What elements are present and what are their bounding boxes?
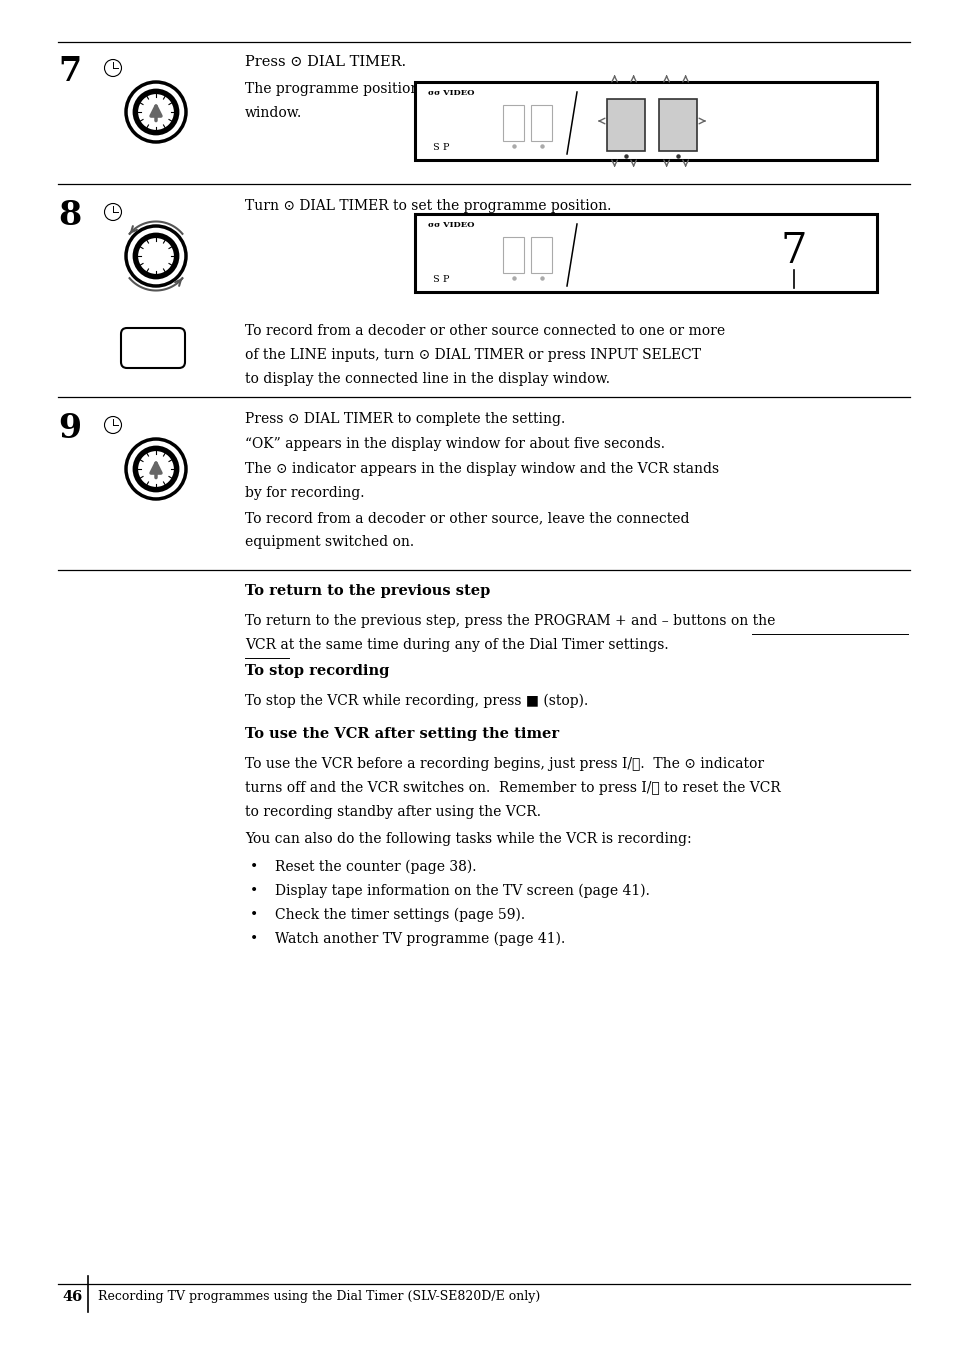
Text: 8: 8 xyxy=(58,199,81,233)
Text: 46: 46 xyxy=(62,1290,82,1303)
Text: turns off and the VCR switches on.  Remember to press I/⏻ to reset the VCR: turns off and the VCR switches on. Remem… xyxy=(245,781,780,795)
Text: Check the timer settings (page 59).: Check the timer settings (page 59). xyxy=(274,909,524,922)
Circle shape xyxy=(132,89,179,135)
Text: Recording TV programmes using the Dial Timer (SLV-SE820D/E only): Recording TV programmes using the Dial T… xyxy=(98,1290,539,1303)
Bar xyxy=(531,104,552,141)
Text: To use the VCR after setting the timer: To use the VCR after setting the timer xyxy=(245,727,558,741)
Text: Turn ⊙ DIAL TIMER to set the programme position.: Turn ⊙ DIAL TIMER to set the programme p… xyxy=(245,199,611,214)
Circle shape xyxy=(137,93,174,131)
Text: 7: 7 xyxy=(58,55,81,88)
Text: To stop the VCR while recording, press ■ (stop).: To stop the VCR while recording, press ■… xyxy=(245,694,588,708)
Text: σσ VIDEO: σσ VIDEO xyxy=(428,89,474,97)
Bar xyxy=(502,237,523,273)
Text: The programme position or LINE input appears in the display: The programme position or LINE input app… xyxy=(245,82,681,96)
Circle shape xyxy=(132,233,179,280)
Text: 7: 7 xyxy=(780,230,806,273)
Circle shape xyxy=(137,450,174,488)
Text: To use the VCR before a recording begins, just press I/⏻.  The ⊙ indicator: To use the VCR before a recording begins… xyxy=(245,757,763,771)
Text: Display tape information on the TV screen (page 41).: Display tape information on the TV scree… xyxy=(274,884,649,898)
Bar xyxy=(415,82,876,160)
Text: The ⊙ indicator appears in the display window and the VCR stands: The ⊙ indicator appears in the display w… xyxy=(245,462,719,476)
Text: to display the connected line in the display window.: to display the connected line in the dis… xyxy=(245,372,609,387)
Text: Watch another TV programme (page 41).: Watch another TV programme (page 41). xyxy=(274,932,565,946)
Text: To record from a decoder or other source connected to one or more: To record from a decoder or other source… xyxy=(245,324,724,338)
Text: window.: window. xyxy=(245,105,302,120)
Bar xyxy=(415,214,876,292)
Text: “OK” appears in the display window for about five seconds.: “OK” appears in the display window for a… xyxy=(245,437,664,452)
FancyBboxPatch shape xyxy=(121,329,185,368)
Text: of the LINE inputs, turn ⊙ DIAL TIMER or press INPUT SELECT: of the LINE inputs, turn ⊙ DIAL TIMER or… xyxy=(245,347,700,362)
Text: 9: 9 xyxy=(58,412,81,445)
Bar xyxy=(531,237,552,273)
Text: •: • xyxy=(250,884,258,898)
Text: S P: S P xyxy=(433,143,449,151)
Text: To return to the previous step: To return to the previous step xyxy=(245,584,490,598)
Text: Press ⊙ DIAL TIMER to complete the setting.: Press ⊙ DIAL TIMER to complete the setti… xyxy=(245,412,565,426)
Text: •: • xyxy=(250,932,258,946)
Text: To return to the previous step, press the PROGRAM + and – buttons on the: To return to the previous step, press th… xyxy=(245,614,775,627)
Text: Press ⊙ DIAL TIMER.: Press ⊙ DIAL TIMER. xyxy=(245,55,406,69)
Text: S P: S P xyxy=(433,274,449,284)
Text: by for recording.: by for recording. xyxy=(245,485,364,500)
Text: equipment switched on.: equipment switched on. xyxy=(245,535,414,549)
Bar xyxy=(659,99,697,150)
Text: σσ VIDEO: σσ VIDEO xyxy=(428,220,474,228)
Circle shape xyxy=(137,238,174,274)
Bar xyxy=(502,104,523,141)
Bar xyxy=(606,99,644,150)
Text: VCR at the same time during any of the Dial Timer settings.: VCR at the same time during any of the D… xyxy=(245,638,668,652)
Circle shape xyxy=(132,446,179,492)
Text: to recording standby after using the VCR.: to recording standby after using the VCR… xyxy=(245,804,540,819)
Text: Reset the counter (page 38).: Reset the counter (page 38). xyxy=(274,860,476,875)
Text: •: • xyxy=(250,860,258,873)
Text: You can also do the following tasks while the VCR is recording:: You can also do the following tasks whil… xyxy=(245,831,691,846)
Text: •: • xyxy=(250,909,258,922)
Text: To stop recording: To stop recording xyxy=(245,664,389,677)
Text: To record from a decoder or other source, leave the connected: To record from a decoder or other source… xyxy=(245,511,689,525)
